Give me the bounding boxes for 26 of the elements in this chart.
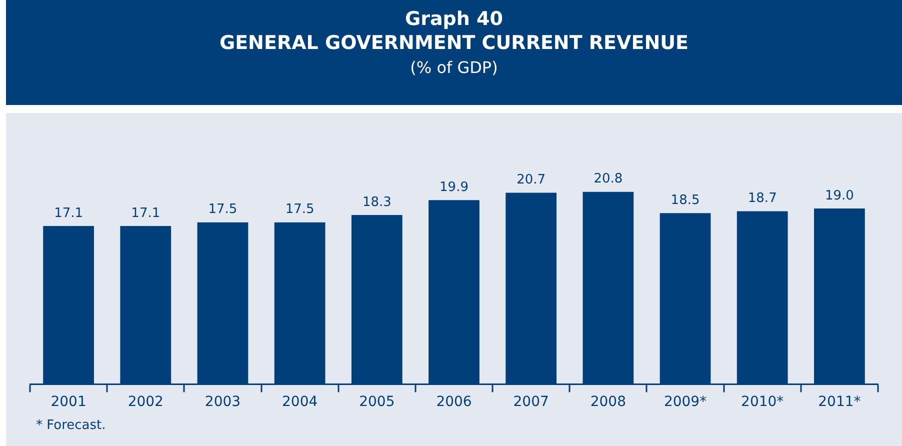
chart-title: GENERAL GOVERNMENT CURRENT REVENUE [218, 32, 690, 54]
data-label: 17.5 [285, 202, 314, 218]
data-label: 18.5 [670, 192, 700, 208]
x-tick-label: 2002 [128, 394, 164, 410]
x-tick-label: 2008 [590, 394, 626, 410]
text: * Forecast. [36, 418, 106, 433]
chart-subtitle: (% of GDP) [409, 58, 499, 77]
x-tick-label: 2011* [818, 394, 861, 410]
data-label: 17.1 [131, 206, 160, 221]
x-tick-label: 2003 [204, 394, 241, 410]
x-tick-label: 2006 [436, 394, 472, 410]
x-tick-label: 2005 [359, 394, 395, 410]
x-tick-label: 2001 [50, 394, 86, 410]
x-tick-label: 2009* [664, 394, 707, 410]
data-label: 18.3 [362, 194, 392, 210]
caption: Graph 40 [404, 8, 504, 30]
x-tick-label: 2007 [513, 394, 549, 410]
x-tick-label: 2004 [282, 394, 318, 410]
x-tick-label: 2010* [741, 394, 784, 410]
data-label: 17.1 [54, 206, 84, 221]
data-label: 17.5 [208, 202, 238, 218]
data-label: 20.7 [516, 172, 546, 188]
data-label: 20.8 [594, 172, 623, 187]
data-label: 19.9 [440, 180, 468, 196]
data-label: 18.7 [748, 191, 777, 206]
data-label: 19.0 [824, 188, 854, 204]
